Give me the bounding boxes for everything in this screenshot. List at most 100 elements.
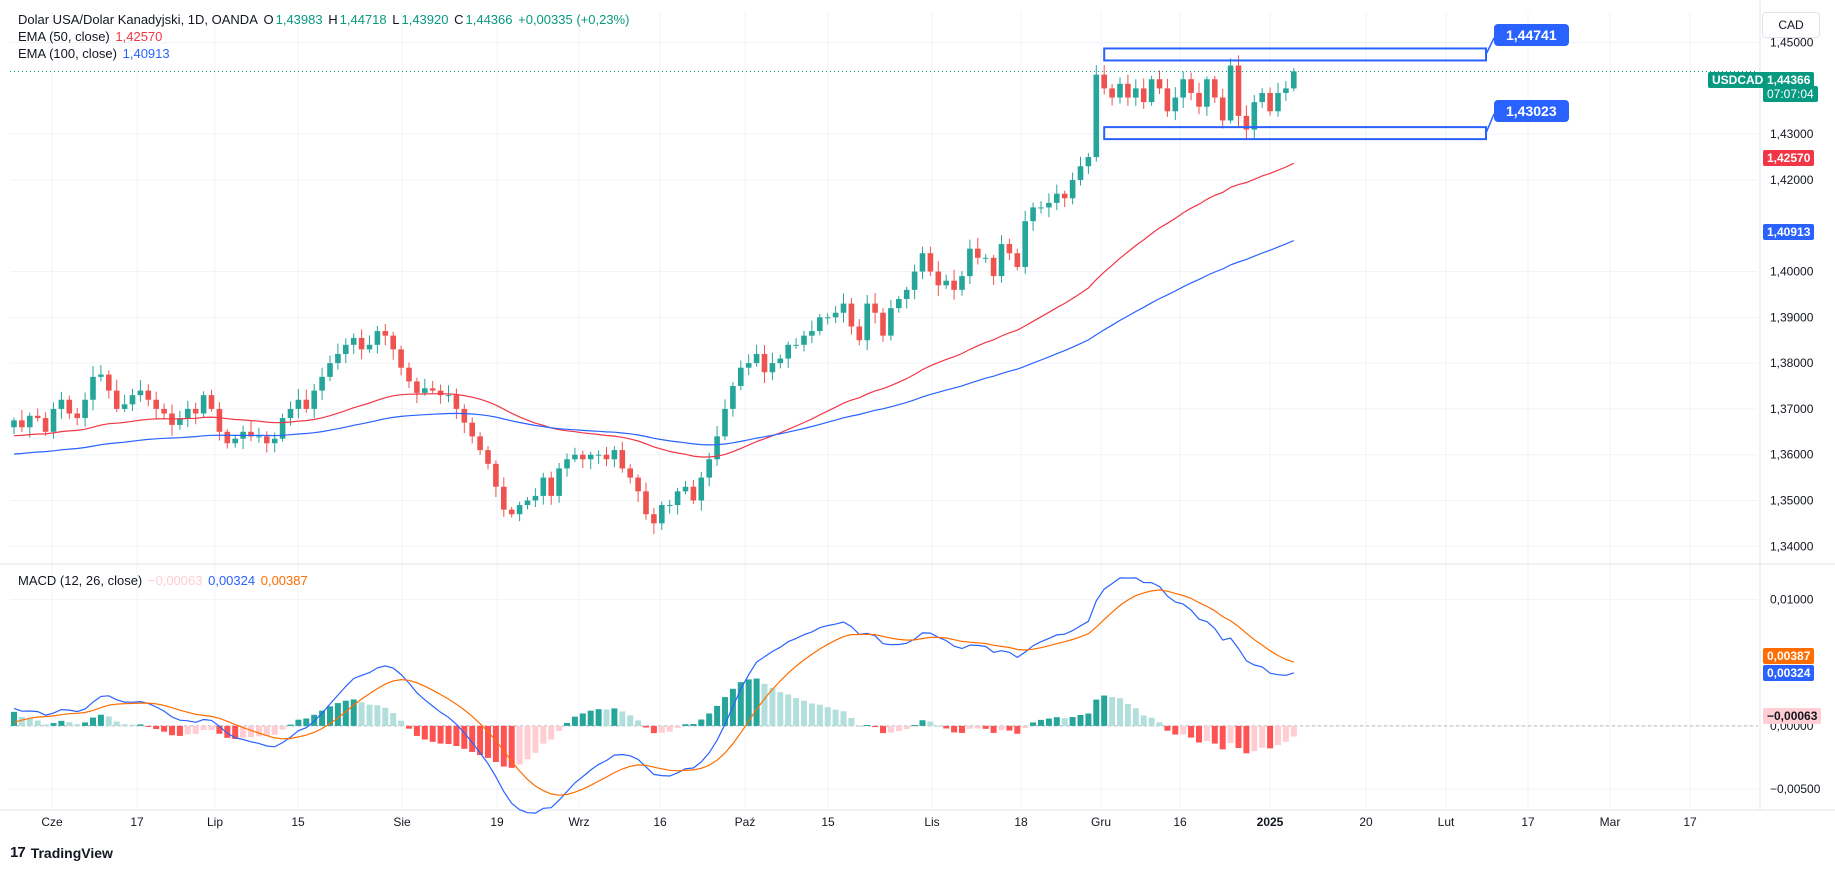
candle-body [587,454,594,460]
candle-body [1109,88,1115,98]
macd-histogram-bar [224,725,231,738]
macd-histogram-bar [1085,713,1092,726]
ema100-line [13,239,1295,455]
candle-body [595,454,602,456]
macd-hist-tag: −0,00063 [1763,708,1822,724]
candle-body [524,500,531,506]
macd-histogram-bar [1053,717,1060,726]
candle-body [1133,88,1139,98]
candle-body [1283,88,1289,93]
macd-histogram-bar [327,706,333,726]
macd-histogram-bar [548,725,555,740]
candle-body [864,303,870,341]
candle-body [1006,244,1013,254]
last-price-tag: 1,44366 [1763,72,1815,88]
candle-body [769,363,776,373]
macd-legend[interactable]: MACD (12, 26, close) −0,00063 0,00324 0,… [18,572,310,590]
candle-body [548,477,554,496]
macd-histogram-bar [1148,717,1155,726]
upper-level-callout[interactable]: 1,44741 [1494,24,1569,46]
macd-histogram-bar [1109,697,1116,726]
candle-body [911,271,918,290]
macd-histogram-bar [737,682,744,726]
macd-histogram-bar [121,724,128,726]
macd-histogram-bar [895,725,902,732]
candle-body [532,495,539,501]
candle-body [232,438,238,444]
candle-body [327,363,333,377]
candle-body [722,408,728,437]
macd-histogram-bar [358,702,365,726]
candle-body [137,390,144,396]
macd-histogram-bar [1045,718,1052,726]
macd-histogram-bar [169,725,175,736]
candle-body [224,431,231,444]
macd-histogram-bar [674,725,681,728]
candle-body [872,303,878,313]
candle-body [208,395,215,409]
candle-body [943,280,949,286]
upper-callout-pointer [1485,37,1495,55]
lower-level-callout[interactable]: 1,43023 [1494,100,1569,122]
candle-body [1196,92,1202,107]
macd-histogram-bar [1243,725,1250,754]
candle-body [817,317,823,332]
macd-histogram-bar [658,725,665,733]
candle-body [287,408,294,419]
macd-histogram-bar [208,725,215,730]
macd-histogram-bar [248,725,254,738]
candle-body [880,312,886,336]
candle-body [90,376,96,400]
candle-body [635,477,641,492]
candle-body [1140,88,1147,103]
candle-body [888,308,894,336]
currency-button[interactable]: CAD [1762,12,1820,38]
macd-histogram-bar [429,725,436,742]
macd-histogram-bar [816,704,823,726]
macd-histogram-bar [129,724,136,726]
macd-histogram-bar [627,715,634,726]
candle-body [248,431,254,437]
candle-body [856,326,863,341]
macd-tick-label: 0,01000 [1770,593,1814,607]
candle-body [1093,74,1100,158]
macd-tick-label: −0,00500 [1770,782,1821,796]
time-tick-label: 16 [653,815,667,829]
footer-brand[interactable]: 17 TradingView [10,844,113,861]
candle-body [682,486,689,492]
macd-histogram-bar [295,719,302,726]
lower-range-box [1103,126,1487,141]
macd-histogram-bar [1267,725,1274,749]
ema100-legend[interactable]: EMA (100, close) 1,40913 [18,45,172,63]
macd-histogram-bar [832,709,839,726]
candle-body [161,408,167,414]
candle-body [666,505,673,507]
macd-histogram-bar [643,725,649,728]
candle-body [485,450,491,464]
candle-body [145,390,152,400]
candle-body [1164,88,1171,112]
time-tick-label: Cze [41,815,63,829]
candle-body [445,395,452,397]
candle-body [651,514,657,524]
macd-histogram-bar [216,725,223,734]
candle-body [1227,65,1234,121]
macd-histogram-bar [1140,715,1147,726]
lower-callout-pointer [1485,113,1495,134]
price-tick-label: 1,40000 [1770,265,1814,279]
macd-histogram-bar [97,714,104,726]
ema50-legend[interactable]: EMA (50, close) 1,42570 [18,28,164,46]
macd-histogram-bar [785,694,792,726]
price-tick-label: 1,35000 [1770,493,1814,507]
candle-body [564,459,570,469]
candle-body [271,438,278,444]
ema100-value: 1,40913 [122,46,170,61]
macd-histogram-bar [777,692,784,726]
candle-body [19,420,25,428]
candle-body [216,408,223,432]
macd-histogram-bar [461,725,468,749]
candle-body [1014,253,1021,267]
candle-body [935,271,942,286]
macd-histogram-bar [303,718,310,726]
